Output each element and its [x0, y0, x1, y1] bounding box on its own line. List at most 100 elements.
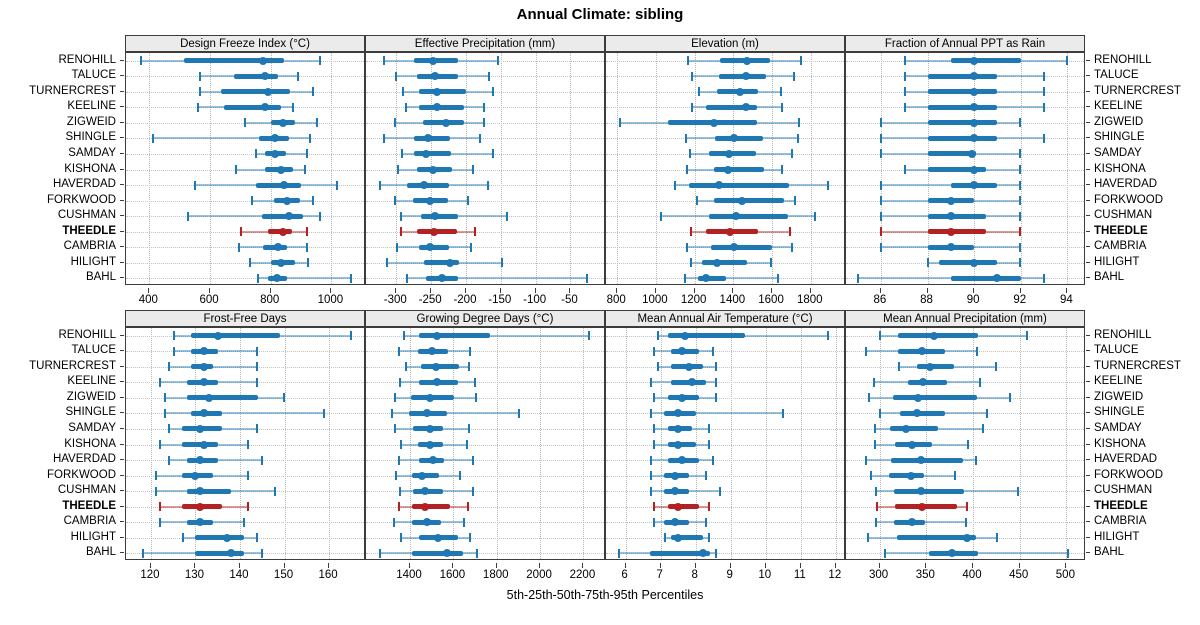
axis-tick-label: 120: [140, 569, 160, 581]
whisker-cap-left: [255, 149, 258, 159]
vertical-gridline: [500, 53, 503, 284]
row-gridline: [606, 460, 844, 462]
axis-tick-label: 9: [726, 569, 733, 581]
whisker-cap-right: [260, 455, 263, 465]
whisker-cap-right: [472, 486, 475, 496]
axis-tick-label: 140: [229, 569, 249, 581]
axis-tick: [834, 563, 836, 568]
row-tick-right: [1086, 90, 1090, 92]
percentile-25-75-bar: [898, 333, 978, 339]
whisker-cap-left: [393, 196, 396, 206]
whisker-cap-left: [865, 455, 868, 465]
whisker-cap-left: [248, 258, 251, 268]
axis-tick: [409, 563, 410, 568]
row-tick-left: [120, 152, 124, 154]
median-dot: [742, 56, 751, 65]
whisker-cap-right: [814, 211, 817, 221]
median-dot: [698, 549, 707, 558]
axis-tick: [694, 563, 696, 568]
whisker-cap-right: [335, 180, 338, 190]
axis-tick: [771, 288, 773, 293]
whisker-cap-left: [685, 133, 688, 143]
median-dot: [946, 196, 955, 205]
row-gridline: [126, 278, 364, 280]
percentile-25-75-bar: [927, 135, 998, 141]
axis-tick: [582, 563, 584, 568]
row-gridline: [606, 366, 844, 369]
panel-strip: Mean Annual Precipitation (mm): [845, 310, 1085, 327]
median-dot: [277, 165, 286, 174]
median-dot: [738, 196, 747, 205]
row-gridline: [366, 122, 604, 125]
axis-tick-label: 2000: [526, 569, 552, 581]
row-gridline: [366, 200, 604, 203]
vertical-gridline: [772, 53, 774, 284]
row-gridline: [366, 247, 604, 249]
row-gridline: [366, 444, 604, 447]
whisker-cap-right: [506, 211, 509, 221]
median-dot: [674, 409, 683, 418]
row-gridline: [606, 444, 844, 447]
axis-tick-label: 150: [273, 569, 294, 581]
site-label-right: CUSHMAN: [1094, 209, 1153, 222]
axis-tick: [732, 288, 734, 293]
median-dot: [432, 362, 441, 371]
axis-tick-label: 1000: [317, 294, 344, 306]
whisker-cap-left: [653, 517, 656, 527]
percentile-25-75-bar: [927, 229, 986, 235]
row-gridline: [366, 460, 604, 462]
whisker-cap-left: [238, 242, 241, 252]
whisker-cap-right: [467, 196, 470, 206]
site-label-left: SHINGLE: [65, 406, 117, 419]
whisker-cap-left: [857, 273, 860, 283]
percentile-25-75-bar: [688, 182, 790, 188]
percentile-5-95-line: [406, 277, 588, 280]
whisker-cap-left: [159, 440, 162, 449]
whisker-cap-right: [715, 393, 718, 403]
percentile-25-75-bar: [220, 89, 291, 95]
median-dot: [710, 118, 718, 127]
row-gridline: [846, 506, 1084, 509]
axis-tick-label: 800: [260, 294, 280, 306]
whisker-cap-right: [715, 548, 718, 558]
median-dot: [433, 103, 442, 112]
whisker-cap-right: [981, 424, 984, 434]
whisker-cap-left: [653, 502, 656, 512]
whisker-cap-right: [769, 258, 772, 268]
median-dot: [946, 243, 955, 252]
row-gridline: [126, 382, 364, 384]
whisker-cap-right: [976, 346, 979, 356]
median-dot: [741, 103, 750, 112]
median-dot: [445, 258, 454, 267]
whisker-cap-left: [649, 471, 652, 481]
whisker-cap-right: [790, 242, 793, 252]
whisker-cap-left: [244, 118, 247, 128]
median-dot: [428, 456, 437, 465]
vertical-gridline: [655, 53, 658, 284]
median-dot: [688, 378, 697, 387]
whisker-cap-left: [663, 533, 666, 543]
median-dot: [908, 518, 917, 527]
median-dot: [433, 378, 442, 387]
whisker-cap-right: [715, 377, 718, 387]
whisker-cap-right: [1019, 165, 1022, 174]
axis-tick-label: 2200: [569, 569, 596, 581]
percentile-25-75-bar: [407, 182, 450, 188]
whisker-cap-left: [406, 273, 409, 283]
median-dot: [970, 56, 979, 65]
median-dot: [420, 181, 429, 190]
site-label-left: TALUCE: [71, 69, 116, 82]
axis-tick: [495, 563, 497, 568]
site-label-right: RENOHILL: [1094, 328, 1152, 341]
panel-plot-area: [365, 52, 605, 285]
row-gridline: [366, 169, 604, 172]
whisker-cap-left: [656, 362, 659, 372]
median-dot: [677, 456, 686, 465]
row-gridline: [606, 351, 844, 353]
median-dot: [213, 331, 222, 340]
median-dot: [913, 393, 922, 402]
whisker-cap-left: [394, 393, 397, 403]
whisker-cap-right: [311, 196, 314, 206]
whisker-cap-right: [704, 517, 707, 527]
site-label-left: HAVERDAD: [52, 453, 116, 466]
